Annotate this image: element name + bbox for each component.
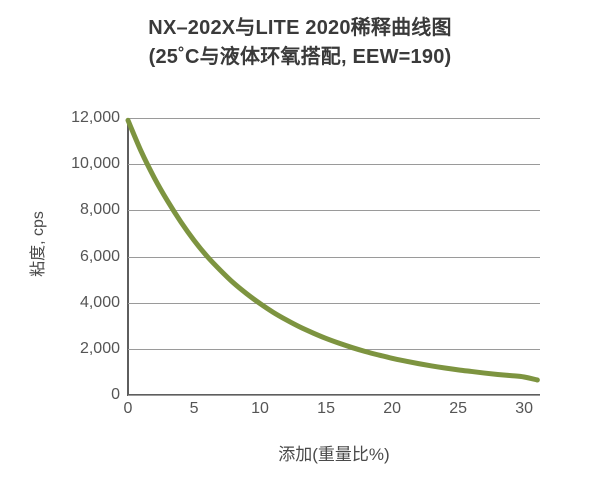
gridlines (128, 118, 540, 396)
y-axis-tick-labels: 0 2,000 4,000 6,000 8,000 10,000 12,000 (24, 0, 120, 500)
y-axis-tick-label: 4,000 (79, 293, 120, 311)
chart-title-line-2: (25˚C与液体环氧搭配, EEW=190) (148, 46, 452, 68)
y-axis-line (127, 118, 129, 396)
gridline (128, 118, 540, 119)
y-axis-tick-label: 0 (111, 386, 120, 403)
gridline (128, 302, 540, 304)
x-axis-line (127, 394, 540, 396)
y-axis-tick-label: 12,000 (71, 109, 120, 126)
y-axis-tick-label: 6,000 (79, 247, 120, 265)
gridline (128, 256, 540, 258)
dilution-curve-line (125, 117, 540, 383)
x-axis-tick-label: 15 (317, 400, 335, 417)
gridline (128, 210, 540, 212)
chart-title-line-1: NX–202X与LITE 2020稀释曲线图 (148, 17, 452, 39)
gridline (128, 348, 540, 350)
y-axis-tick-label: 2,000 (79, 339, 120, 357)
x-axis-tick-label: 0 (123, 400, 133, 417)
x-axis-tick-label: 20 (383, 400, 401, 417)
x-axis-tick-label: 25 (449, 400, 468, 417)
x-axis-tick-label: 30 (515, 400, 534, 417)
dilution-curve-svg (125, 117, 540, 383)
x-axis-title: 添加(重量比%) (278, 445, 390, 464)
gridline (128, 395, 540, 396)
y-axis-tick-label: 8,000 (79, 201, 120, 219)
chart-title: NX–202X与LITE 2020稀释曲线图 (25˚C与液体环氧搭配, EEW… (0, 14, 600, 72)
x-axis-tick-label: 5 (189, 400, 199, 417)
x-axis-tick-label: 10 (251, 400, 269, 417)
y-axis-tick-label: 10,000 (71, 155, 120, 173)
plot-area (125, 117, 540, 396)
gridline (128, 164, 540, 166)
